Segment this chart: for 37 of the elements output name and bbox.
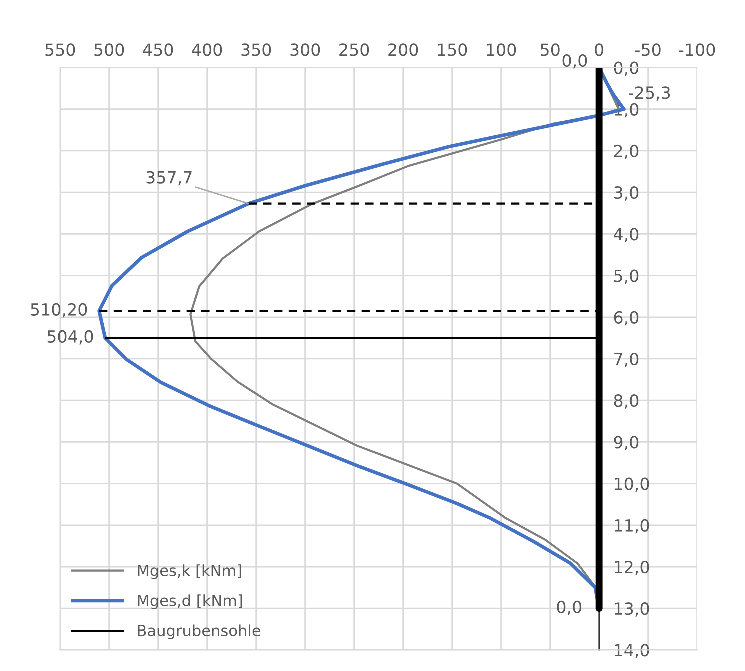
annotation: 510,20 <box>31 303 88 318</box>
x-tick-label: 400 <box>192 44 222 56</box>
x-tick-label: 350 <box>242 44 272 56</box>
x-tick-label: 200 <box>388 44 418 56</box>
y-tick-label: 13,0 <box>615 602 650 617</box>
x-tick-label: -100 <box>679 44 716 56</box>
y-tick-label: 8,0 <box>614 394 639 409</box>
x-tick-label: 450 <box>143 44 174 56</box>
x-tick-label: 100 <box>487 44 516 56</box>
y-tick-label: 10,0 <box>615 478 650 492</box>
x-tick-label: 250 <box>340 44 370 56</box>
annotation: 0,0 <box>562 54 588 69</box>
x-tick-label: 300 <box>290 44 320 56</box>
y-tick-label: 3,0 <box>614 186 639 201</box>
y-tick-label: 12,0 <box>615 560 650 576</box>
y-tick-label: 0,0 <box>614 62 639 76</box>
y-tick-label: 14,0 <box>615 644 650 658</box>
y-tick-label: 6,0 <box>614 311 639 326</box>
y-tick-label: 9,0 <box>614 436 639 450</box>
legend-label: Mges,k [kNm] <box>138 564 242 580</box>
x-tick-label: 50 <box>541 44 560 56</box>
x-tick-label: 550 <box>46 44 76 56</box>
x-tick-label: 150 <box>438 44 468 56</box>
x-tick-label: 0 <box>595 44 604 56</box>
y-tick-label: 11,0 <box>615 519 650 534</box>
legend-label: Baugrubensohle <box>138 624 261 640</box>
legend-label: Mges,d [kNm] <box>138 594 242 610</box>
y-tick-label: 7,0 <box>614 352 639 368</box>
y-tick-label: 4,0 <box>614 228 639 242</box>
x-tick-label: 500 <box>94 44 124 56</box>
annotation: 504,0 <box>48 330 94 345</box>
y-tick-label: 2,0 <box>614 144 639 160</box>
annotation: 357,7 <box>146 171 192 186</box>
y-tick-label: 5,0 <box>614 270 639 284</box>
x-tick-label: -50 <box>636 44 661 56</box>
annotation: -25,3 <box>629 86 670 101</box>
annotation: 0,0 <box>557 600 582 616</box>
